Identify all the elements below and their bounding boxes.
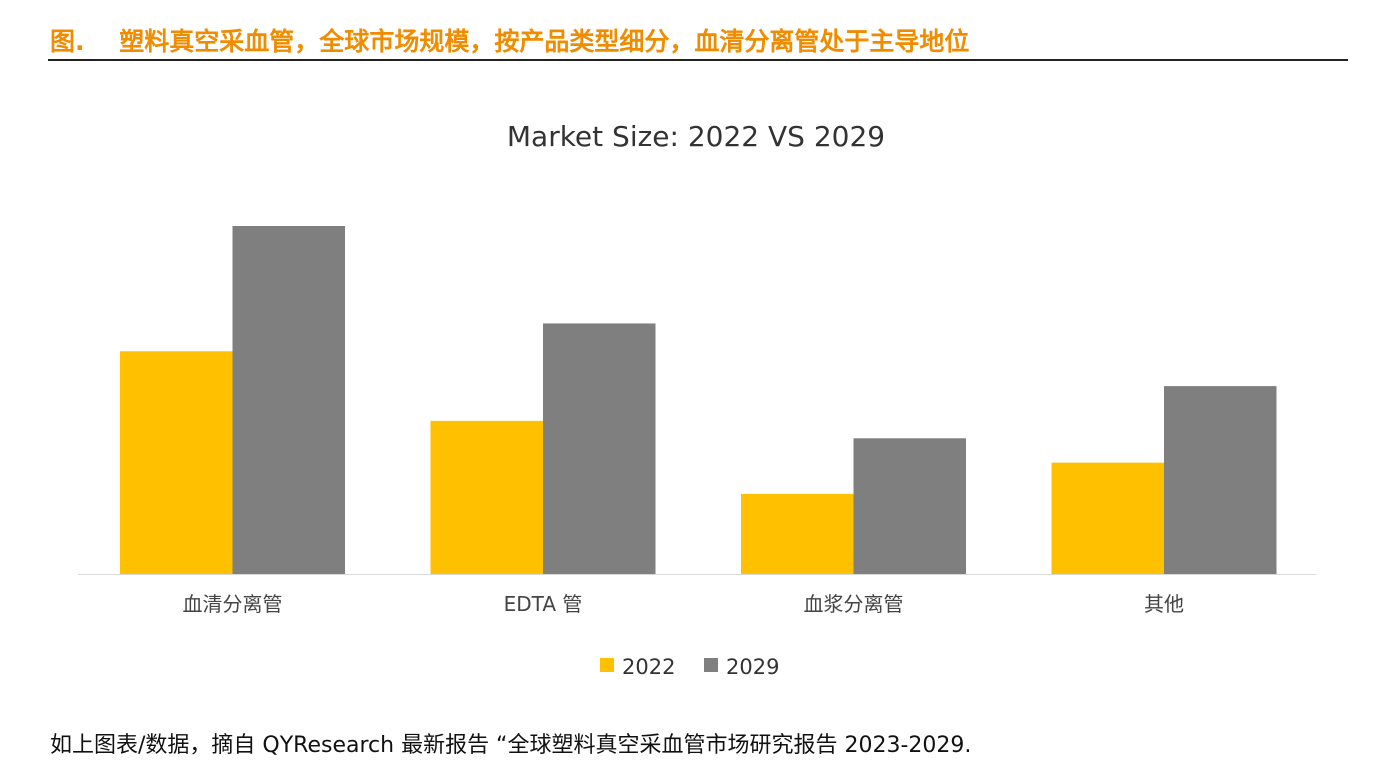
legend-swatch-2022 <box>600 658 614 672</box>
category-label: EDTA 管 <box>504 592 583 616</box>
legend-swatch-2029 <box>704 658 718 672</box>
chart-title: Market Size: 2022 VS 2029 <box>507 120 885 153</box>
bar-2022-1 <box>430 420 543 574</box>
bar-chart: Market Size: 2022 VS 2029 血清分离管 EDTA 管 血浆分… <box>78 120 1316 679</box>
bar-2029-1 <box>543 323 656 574</box>
legend-label: 2029 <box>726 655 779 679</box>
category-label: 血清分离管 <box>183 592 283 616</box>
bar-2022-0 <box>120 351 233 574</box>
bar-2029-3 <box>1164 386 1277 574</box>
bar-2029-2 <box>853 438 966 574</box>
bar-2022-3 <box>1051 462 1164 574</box>
bar-2029-0 <box>232 226 345 574</box>
title-rule <box>48 59 1348 61</box>
bar-2022-2 <box>741 493 854 574</box>
source-note: 如上图表/数据，摘自 QYResearch 最新报告 “全球塑料真空采血管市场研… <box>50 733 972 758</box>
legend-label: 2022 <box>622 655 675 679</box>
figure-title: 图. 塑料真空采血管，全球市场规模，按产品类型细分，血清分离管处于主导地位 <box>50 27 970 56</box>
category-label: 血浆分离管 <box>804 592 904 616</box>
category-label: 其他 <box>1144 592 1184 616</box>
